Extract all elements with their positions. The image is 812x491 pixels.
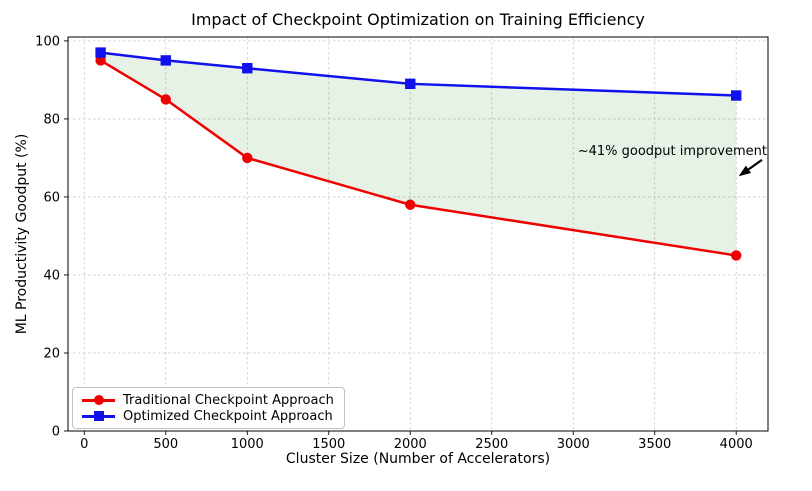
y-tick-label: 40	[43, 268, 60, 283]
circle-marker-icon	[93, 395, 104, 405]
legend-label-optimized: Optimized Checkpoint Approach	[123, 408, 333, 424]
data-point-circle	[731, 250, 742, 261]
annotation-arrowhead	[738, 165, 752, 177]
x-tick-label: 4000	[720, 437, 753, 452]
y-tick-label: 80	[43, 112, 60, 127]
y-tick-label: 100	[35, 34, 60, 49]
chart-title: Impact of Checkpoint Optimization on Tra…	[191, 10, 645, 29]
data-point-square	[731, 90, 742, 101]
y-tick-label: 20	[43, 346, 60, 361]
square-marker-icon	[93, 411, 104, 421]
data-point-square	[242, 63, 253, 74]
x-tick-label: 2500	[475, 437, 508, 452]
legend-label-traditional: Traditional Checkpoint Approach	[123, 392, 334, 408]
traditional-series-swatch	[82, 395, 115, 406]
x-tick-label: 3000	[557, 437, 590, 452]
x-tick-label: 3500	[638, 437, 671, 452]
x-tick-label: 1500	[312, 437, 345, 452]
annotation-text: ~41% goodput improvement	[577, 144, 767, 159]
data-point-circle	[405, 199, 416, 210]
x-tick-label: 1000	[231, 437, 264, 452]
data-point-square	[95, 47, 106, 58]
legend: Traditional Checkpoint Approach Optimize…	[72, 387, 345, 429]
x-tick-label: 500	[153, 437, 178, 452]
x-tick-label: 0	[80, 437, 88, 452]
annotation-arrow-line	[745, 158, 763, 172]
optimized-series-swatch	[82, 411, 115, 422]
improvement-fill-area	[100, 52, 737, 256]
y-tick-label: 0	[52, 425, 60, 440]
data-point-square	[160, 55, 171, 66]
x-tick-label: 2000	[394, 437, 427, 452]
data-point-circle	[95, 55, 106, 66]
y-axis-label: ML Productivity Goodput (%)	[14, 133, 30, 335]
x-axis-label: Cluster Size (Number of Accelerators)	[285, 451, 551, 467]
data-point-square	[405, 78, 416, 90]
y-tick-label: 60	[43, 190, 60, 205]
legend-item-optimized: Optimized Checkpoint Approach	[82, 408, 334, 424]
data-point-circle	[242, 152, 253, 164]
plot-border	[67, 36, 769, 432]
legend-item-traditional: Traditional Checkpoint Approach	[82, 392, 334, 408]
data-point-circle	[160, 94, 171, 105]
